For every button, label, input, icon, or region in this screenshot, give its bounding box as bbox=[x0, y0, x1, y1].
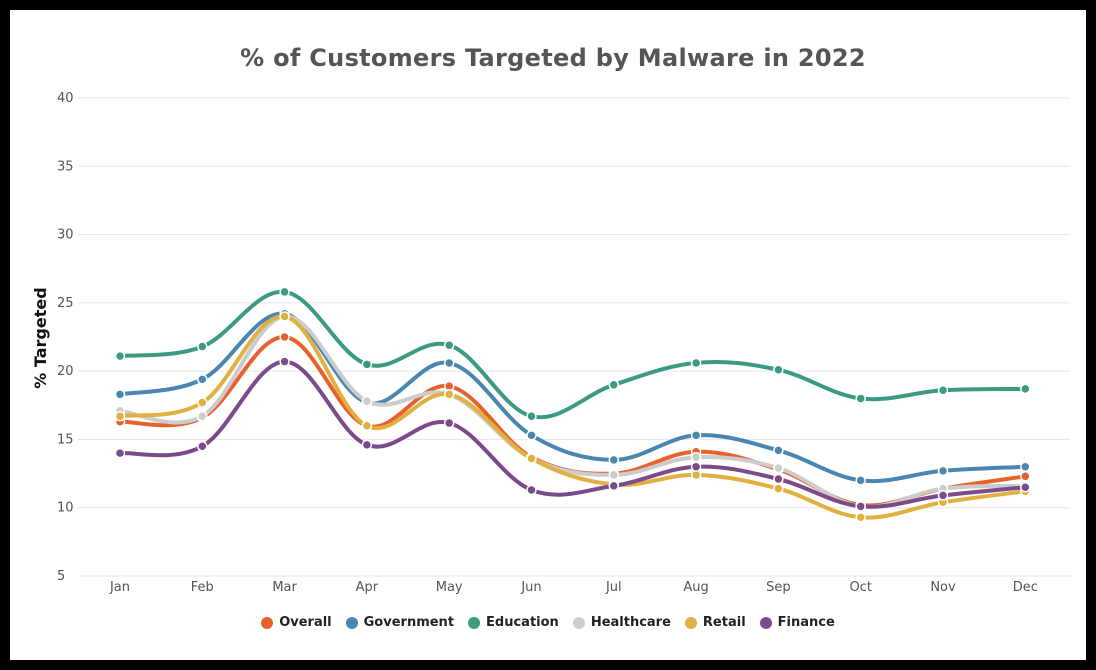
data-point-healthcare bbox=[773, 462, 784, 474]
data-point-retail bbox=[114, 410, 126, 422]
y-tick-label: 15 bbox=[57, 432, 74, 447]
series-line-retail bbox=[118, 314, 1028, 520]
legend-label: Retail bbox=[702, 615, 746, 630]
data-point-finance bbox=[690, 461, 702, 472]
legend-label: Government bbox=[363, 615, 455, 630]
legend-label: Education bbox=[486, 615, 559, 630]
y-tick-labels: 5 10 15 20 25 30 35 40 bbox=[57, 91, 74, 584]
legend-item-healthcare: Healthcare bbox=[572, 615, 671, 630]
data-point-healthcare bbox=[361, 395, 373, 407]
data-point-finance bbox=[773, 473, 784, 485]
data-point-government bbox=[690, 430, 702, 441]
data-point-finance bbox=[937, 490, 949, 501]
legend-marker-icon bbox=[759, 616, 772, 629]
data-point-government bbox=[197, 374, 208, 385]
legend-marker-icon bbox=[684, 616, 697, 629]
chart-panel bbox=[10, 10, 1086, 660]
data-point-retail bbox=[855, 512, 866, 523]
legend-marker-icon bbox=[345, 616, 358, 629]
legend-item-overall: Overall bbox=[261, 615, 332, 630]
series-points bbox=[114, 286, 1031, 523]
data-point-finance bbox=[361, 439, 373, 451]
data-point-finance bbox=[1020, 481, 1031, 493]
y-tick-label: 30 bbox=[57, 228, 74, 243]
data-point-government bbox=[1020, 461, 1031, 472]
data-point-healthcare bbox=[608, 469, 620, 481]
data-point-overall bbox=[1020, 471, 1031, 482]
data-point-finance bbox=[526, 484, 537, 496]
series-lines bbox=[118, 289, 1028, 520]
data-point-education bbox=[855, 393, 866, 404]
data-point-retail bbox=[279, 311, 290, 322]
data-point-finance bbox=[443, 417, 455, 429]
legend-label: Finance bbox=[777, 615, 835, 630]
data-point-education bbox=[608, 379, 620, 391]
y-tick-label: 40 bbox=[57, 91, 74, 106]
data-point-finance bbox=[279, 356, 290, 367]
data-point-government bbox=[773, 445, 784, 456]
data-point-education bbox=[937, 385, 949, 396]
x-tick-label: Apr bbox=[356, 580, 379, 595]
data-point-finance bbox=[114, 447, 126, 459]
legend-marker-icon bbox=[572, 616, 585, 629]
x-tick-label: Feb bbox=[191, 580, 214, 595]
legend-marker-icon bbox=[261, 616, 274, 629]
data-point-government bbox=[443, 357, 455, 369]
data-point-finance bbox=[608, 480, 620, 492]
data-point-healthcare bbox=[690, 451, 702, 463]
x-tick-label: Jan bbox=[109, 580, 130, 595]
legend-item-retail: Retail bbox=[684, 615, 746, 630]
legend-item-education: Education bbox=[468, 615, 559, 630]
data-point-retail bbox=[773, 483, 784, 494]
x-tick-label: Jun bbox=[520, 580, 541, 595]
data-point-overall bbox=[279, 331, 290, 343]
data-point-education bbox=[114, 350, 126, 362]
data-point-retail bbox=[526, 453, 537, 464]
data-point-government bbox=[114, 389, 126, 400]
data-point-education bbox=[1020, 383, 1031, 395]
y-axis-label: % Targeted bbox=[31, 287, 50, 388]
gridlines bbox=[78, 97, 1070, 577]
x-tick-label: Oct bbox=[849, 580, 871, 595]
data-point-healthcare bbox=[197, 410, 208, 422]
data-point-government bbox=[608, 454, 620, 466]
y-tick-label: 20 bbox=[57, 364, 74, 379]
x-tick-label: Nov bbox=[930, 580, 956, 595]
x-tick-label: Aug bbox=[683, 580, 708, 595]
data-point-education bbox=[690, 357, 702, 369]
chart-title: % of Customers Targeted by Malware in 20… bbox=[240, 44, 866, 72]
legend-item-government: Government bbox=[345, 615, 455, 630]
data-point-retail bbox=[197, 397, 208, 408]
data-point-education bbox=[526, 410, 537, 422]
y-tick-label: 35 bbox=[57, 159, 74, 174]
x-tick-label: Jul bbox=[605, 580, 622, 595]
x-tick-labels: Jan Feb Mar Apr May Jun Jul Aug Sep Oct Nov Dec bbox=[109, 580, 1038, 595]
data-point-education bbox=[279, 286, 290, 298]
y-tick-label: 10 bbox=[57, 501, 74, 516]
data-point-retail bbox=[361, 420, 373, 432]
series-line-finance bbox=[118, 359, 1028, 509]
y-tick-label: 5 bbox=[57, 569, 65, 584]
x-tick-label: Sep bbox=[766, 580, 791, 595]
x-tick-label: Dec bbox=[1013, 580, 1038, 595]
data-point-education bbox=[773, 364, 784, 376]
data-point-education bbox=[443, 339, 455, 351]
legend-label: Overall bbox=[279, 615, 332, 630]
data-point-finance bbox=[197, 441, 208, 452]
legend-label: Healthcare bbox=[590, 615, 671, 630]
data-point-education bbox=[197, 341, 208, 352]
legend-item-finance: Finance bbox=[759, 615, 835, 630]
data-point-government bbox=[937, 465, 949, 477]
x-tick-label: Mar bbox=[272, 580, 297, 595]
data-point-education bbox=[361, 359, 373, 370]
data-point-government bbox=[855, 475, 866, 486]
data-point-finance bbox=[855, 501, 866, 512]
legend-marker-icon bbox=[468, 616, 481, 629]
data-point-retail bbox=[443, 389, 455, 400]
x-tick-label: May bbox=[436, 580, 463, 595]
y-tick-label: 25 bbox=[57, 296, 74, 311]
legend: Overall Government Education Healthcare Reta… bbox=[0, 615, 1096, 630]
data-point-government bbox=[526, 430, 537, 441]
